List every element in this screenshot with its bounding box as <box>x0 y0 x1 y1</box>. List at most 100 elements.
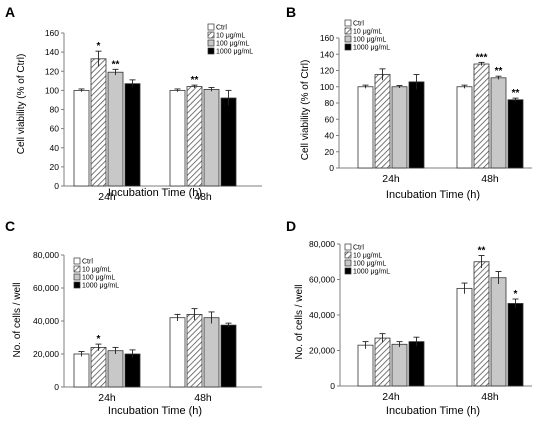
bar <box>507 303 524 387</box>
y-tick-label: 0 <box>54 181 59 191</box>
legend-swatch <box>73 273 81 281</box>
legend-label: Ctrl <box>353 21 364 28</box>
bar <box>456 287 473 387</box>
legend-swatch <box>73 281 81 289</box>
y-tick-label: 80,000 <box>309 239 335 249</box>
legend-swatch <box>207 23 215 31</box>
legend-swatch <box>344 267 352 275</box>
bar <box>73 89 90 187</box>
y-tick-label: 160 <box>320 33 334 43</box>
bar <box>408 341 425 387</box>
y-tick-label: 60,000 <box>309 275 335 285</box>
panel-b-plot: 02040608010012014016024h*******48hCtrl10… <box>320 19 532 185</box>
panel-d-ylabel: No. of cells / well <box>294 284 305 359</box>
y-tick-label: 0 <box>329 163 334 173</box>
y-tick-label: 40 <box>50 143 60 153</box>
significance-marker: ** <box>112 59 120 70</box>
legend-swatch <box>207 47 215 55</box>
bar <box>186 313 203 388</box>
y-tick-label: 120 <box>45 66 59 76</box>
bar <box>203 317 220 388</box>
y-tick-label: 40,000 <box>309 310 335 320</box>
legend-label: Ctrl <box>82 259 93 266</box>
panel-d: D No. of cells / well Incubation Time (h… <box>286 218 532 417</box>
legend-swatch <box>344 19 352 27</box>
bar <box>169 317 186 388</box>
bar <box>507 99 524 169</box>
panel-b-xlabel: Incubation Time (h) <box>386 189 480 201</box>
legend-swatch <box>207 31 215 39</box>
panel-b-ylabel: Cell viability (% of Ctrl) <box>300 60 311 161</box>
bar <box>203 89 220 187</box>
significance-marker: ** <box>495 66 503 77</box>
x-tick-label: 24h <box>98 392 116 404</box>
bar <box>107 71 124 187</box>
legend-label: 10 μg/mL <box>82 267 111 274</box>
legend-label: 100 μg/mL <box>82 275 115 282</box>
y-tick-label: 20 <box>325 147 335 157</box>
y-tick-label: 80 <box>325 98 335 108</box>
panel-d-letter: D <box>286 218 296 234</box>
bar <box>357 86 374 169</box>
y-tick-label: 120 <box>320 66 334 76</box>
panel-c: C No. of cells / well Incubation Time (h… <box>5 218 262 417</box>
significance-marker: * <box>97 334 101 345</box>
bar <box>490 77 507 169</box>
bar <box>90 346 107 388</box>
y-tick-label: 60 <box>50 124 60 134</box>
bar <box>473 63 490 169</box>
bar <box>374 74 391 169</box>
y-tick-label: 140 <box>45 47 59 57</box>
bar <box>391 86 408 169</box>
bar <box>73 353 90 388</box>
legend-label: Ctrl <box>216 25 227 32</box>
x-tick-label: 48h <box>481 391 499 403</box>
bar <box>408 81 425 169</box>
legend-swatch <box>344 27 352 35</box>
panel-b-letter: B <box>286 4 296 20</box>
bar <box>124 83 141 187</box>
bar <box>186 86 203 187</box>
panel-a-letter: A <box>5 4 15 20</box>
y-tick-label: 40 <box>325 131 335 141</box>
panel-a-ylabel: Cell viability (% of Ctrl) <box>16 54 27 155</box>
legend-swatch <box>344 259 352 267</box>
legend-label: 10 μg/mL <box>353 253 382 260</box>
bar <box>456 86 473 169</box>
y-tick-label: 60,000 <box>33 283 59 293</box>
y-tick-label: 80 <box>50 105 60 115</box>
y-tick-label: 0 <box>54 382 59 392</box>
panel-c-xlabel: Incubation Time (h) <box>108 405 202 417</box>
legend-label: 1000 μg/mL <box>353 269 390 276</box>
y-tick-label: 80,000 <box>33 250 59 260</box>
panel-c-ylabel: No. of cells / well <box>12 282 23 357</box>
legend-label: 100 μg/mL <box>353 261 386 268</box>
legend-label: 1000 μg/mL <box>353 45 390 52</box>
y-tick-label: 20,000 <box>309 346 335 356</box>
y-tick-label: 40,000 <box>33 316 59 326</box>
legend-swatch <box>344 243 352 251</box>
bar <box>107 350 124 388</box>
y-tick-label: 100 <box>320 82 334 92</box>
panel-c-letter: C <box>5 218 15 234</box>
legend-swatch <box>344 43 352 51</box>
significance-marker: * <box>514 289 518 300</box>
legend-label: 100 μg/mL <box>216 41 249 48</box>
bar <box>90 58 107 187</box>
bar <box>220 97 237 187</box>
significance-marker: ** <box>478 246 486 257</box>
panel-d-xlabel: Incubation Time (h) <box>386 405 480 417</box>
panel-d-plot: 020,00040,00060,00080,00024h***48hCtrl10… <box>309 239 532 403</box>
bar <box>124 353 141 388</box>
y-tick-label: 20,000 <box>33 349 59 359</box>
legend-swatch <box>73 265 81 273</box>
y-tick-label: 100 <box>45 85 59 95</box>
significance-marker: ** <box>512 88 520 99</box>
x-tick-label: 24h <box>382 173 400 185</box>
